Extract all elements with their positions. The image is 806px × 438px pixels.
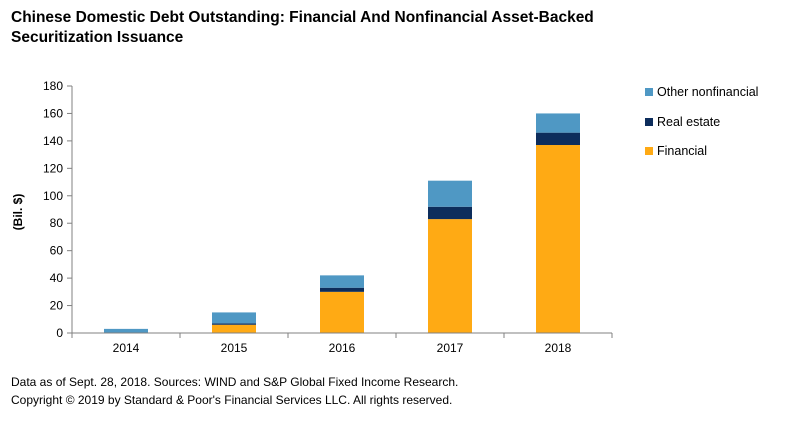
legend-label: Other nonfinancial: [657, 85, 759, 99]
y-tick-label-160: 160: [43, 106, 63, 120]
y-tick-label-180: 180: [43, 79, 63, 93]
bar-other-nonfinancial-2015: [212, 312, 256, 324]
bars-layer: [104, 113, 580, 333]
bar-real-estate-2018: [536, 132, 580, 146]
y-tick-label-40: 40: [50, 271, 64, 285]
x-tick-label-2015: 2015: [221, 341, 248, 355]
legend-item-financial: Financial: [645, 143, 758, 159]
y-axis-label: (Bil. $): [11, 194, 25, 231]
bar-real-estate-2017: [428, 206, 472, 220]
legend-label: Real estate: [657, 114, 721, 129]
x-tick-label-2018: 2018: [545, 341, 572, 355]
legend-swatch: [645, 147, 653, 155]
legend-swatch: [645, 117, 653, 126]
chart-title-line-1: Chinese Domestic Debt Outstanding: Finan…: [11, 9, 594, 26]
bar-other-nonfinancial-2014: [104, 328, 148, 333]
y-tick-label-0: 0: [56, 326, 63, 340]
footnote-copyright: Copyright © 2019 by Standard & Poor's Fi…: [11, 393, 453, 407]
bar-financial-2015: [212, 324, 256, 333]
bar-financial-2017: [428, 219, 472, 333]
legend-item-other-nonfinancial: Other nonfinancial: [645, 84, 758, 100]
legend-swatch: [645, 88, 653, 96]
legend-item-real-estate: Real estate: [645, 114, 758, 130]
bar-real-estate-2015: [212, 323, 256, 325]
legend: Other nonfinancial Real estate Financial: [645, 84, 758, 173]
footnote-source: Data as of Sept. 28, 2018. Sources: WIND…: [11, 375, 459, 389]
x-tick-label-2016: 2016: [329, 341, 356, 355]
chart-title: Chinese Domestic Debt Outstanding: Finan…: [11, 8, 711, 48]
y-tick-label-20: 20: [50, 299, 64, 313]
y-tick-label-140: 140: [43, 134, 63, 148]
bar-other-nonfinancial-2016: [320, 275, 364, 288]
y-tick-label-120: 120: [43, 161, 63, 175]
axes-layer: 2014 2015 2016 2017 2018 0 20 40 60 80 100 120 140 16…: [43, 79, 613, 355]
y-tick-label-80: 80: [50, 216, 64, 230]
x-tick-label-2017: 2017: [437, 341, 464, 355]
bar-financial-2018: [536, 145, 580, 333]
legend-label: Financial: [657, 144, 708, 158]
bar-financial-2016: [320, 291, 364, 333]
y-tick-label-60: 60: [50, 244, 64, 258]
y-tick-label-100: 100: [43, 189, 63, 203]
chart-title-line-2: Securitization Issuance: [11, 29, 184, 46]
bar-real-estate-2016: [320, 287, 364, 292]
bar-other-nonfinancial-2017: [428, 180, 472, 207]
x-tick-label-2014: 2014: [113, 341, 140, 355]
bar-other-nonfinancial-2018: [536, 113, 580, 133]
